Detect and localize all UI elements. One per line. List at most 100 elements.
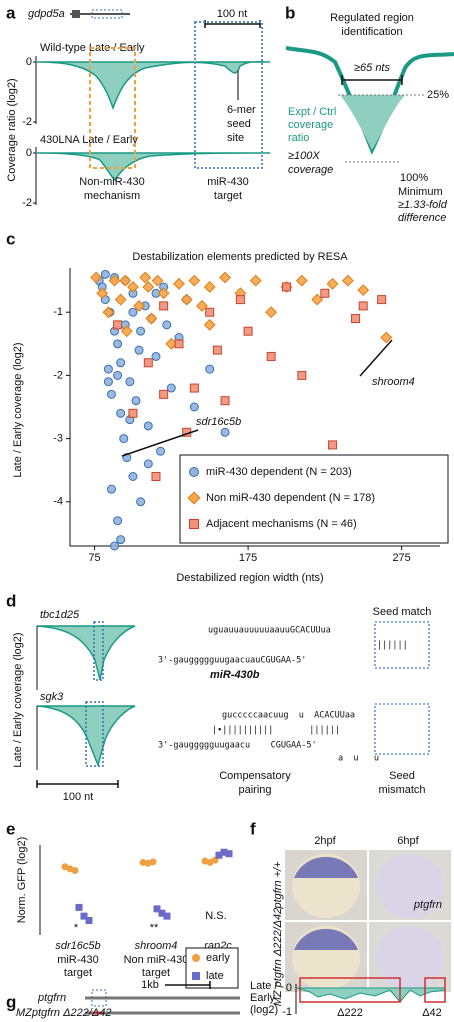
point xyxy=(341,274,354,287)
annotation: ≥65 nts xyxy=(354,62,391,74)
point xyxy=(119,434,129,444)
chart-title: Destabilization elements predicted by RE… xyxy=(132,251,348,263)
category-label: shroom4 xyxy=(135,940,178,952)
category-note: miR-430 xyxy=(57,954,99,966)
region-area xyxy=(340,95,405,150)
point xyxy=(116,358,126,368)
point xyxy=(113,320,123,330)
point xyxy=(136,326,146,336)
y-axis-label: Late / Early coverage (log2) xyxy=(12,342,24,477)
point xyxy=(377,295,387,305)
point xyxy=(295,274,308,287)
legend xyxy=(179,454,449,544)
legend-marker xyxy=(192,954,200,962)
annotation: coverage xyxy=(288,119,333,131)
point xyxy=(215,851,223,859)
panel-label: a xyxy=(6,3,16,22)
x-tick-label: 175 xyxy=(239,552,257,564)
point xyxy=(163,912,171,920)
point xyxy=(235,295,245,305)
y-axis-label: Late / xyxy=(250,980,278,992)
annotation: Minimum xyxy=(398,186,443,198)
sequence: 3'-gauggggguugaacuauCGUGAA-5' xyxy=(158,656,306,666)
point xyxy=(90,271,103,284)
point xyxy=(125,377,135,387)
point xyxy=(128,472,138,481)
point xyxy=(180,293,193,306)
y-axis-label: Norm. GFP (log2) xyxy=(16,837,28,924)
panel-label: c xyxy=(6,229,15,248)
point xyxy=(162,320,172,330)
embryo-images xyxy=(285,850,451,992)
point xyxy=(108,274,121,287)
highlight-box xyxy=(93,621,104,681)
point xyxy=(145,312,158,325)
annotation: seed xyxy=(227,118,251,130)
significance: ** xyxy=(150,922,159,934)
sequence: 3'-gauggggguugaacu CGUGAA-5' xyxy=(158,741,317,751)
point xyxy=(159,301,169,311)
category-note: target xyxy=(64,967,92,979)
point xyxy=(188,274,201,287)
legend-marker xyxy=(189,467,199,477)
point xyxy=(143,459,153,469)
category-label: sdr16c5b xyxy=(55,940,100,952)
point xyxy=(113,370,123,380)
gene: tbc1d25 xyxy=(40,609,80,621)
gene: sgk3 xyxy=(40,691,64,703)
point xyxy=(102,306,115,319)
guide-line xyxy=(338,94,425,163)
point xyxy=(128,307,138,317)
annotation: coverage xyxy=(288,164,333,176)
point xyxy=(351,314,361,324)
point xyxy=(114,293,127,306)
legend-marker xyxy=(187,491,201,505)
point xyxy=(133,300,145,312)
panel-label: f xyxy=(250,819,256,838)
point xyxy=(243,326,253,336)
gene: MZptgfrn Δ222/Δ42 xyxy=(16,1007,111,1019)
highlight-box xyxy=(194,21,263,169)
panel-label: e xyxy=(6,819,15,838)
point xyxy=(220,396,230,406)
point xyxy=(139,271,152,284)
axes xyxy=(69,268,440,547)
point xyxy=(203,318,216,331)
point xyxy=(142,281,155,293)
point xyxy=(127,281,139,293)
point xyxy=(158,909,166,917)
x-tick-label: 275 xyxy=(392,552,410,564)
highlight-box xyxy=(85,701,104,767)
annotation: shroom4 xyxy=(372,376,415,388)
panel-label: d xyxy=(6,591,16,610)
point xyxy=(151,472,161,481)
deletion-box xyxy=(299,977,401,1003)
point xyxy=(120,325,133,338)
y-tick-label: -2 xyxy=(53,369,63,381)
legend-label: late xyxy=(206,970,224,982)
coverage-area xyxy=(36,152,271,182)
point xyxy=(173,277,185,290)
point xyxy=(103,364,113,374)
highlight-box xyxy=(374,621,430,669)
legend-label: early xyxy=(206,952,230,964)
y-axis-label: Coverage ratio (log2) xyxy=(6,78,18,181)
point xyxy=(189,402,199,412)
coverage-area xyxy=(36,625,136,681)
annotation: site xyxy=(227,132,244,144)
point xyxy=(358,301,368,311)
legend-label: Non miR-430 dependent (N = 178) xyxy=(206,492,375,504)
significance: N.S. xyxy=(205,910,226,922)
point xyxy=(96,287,109,300)
point xyxy=(103,377,113,387)
coverage-area xyxy=(296,987,446,1003)
point xyxy=(100,269,110,279)
highlight-box xyxy=(374,703,430,755)
annotation: mechanism xyxy=(84,190,140,202)
point xyxy=(205,364,215,374)
point xyxy=(143,358,153,368)
annotation: 25% xyxy=(427,89,449,101)
legend-label: miR-430 dependent (N = 203) xyxy=(206,466,352,478)
annotation: miR-430 xyxy=(207,176,249,188)
